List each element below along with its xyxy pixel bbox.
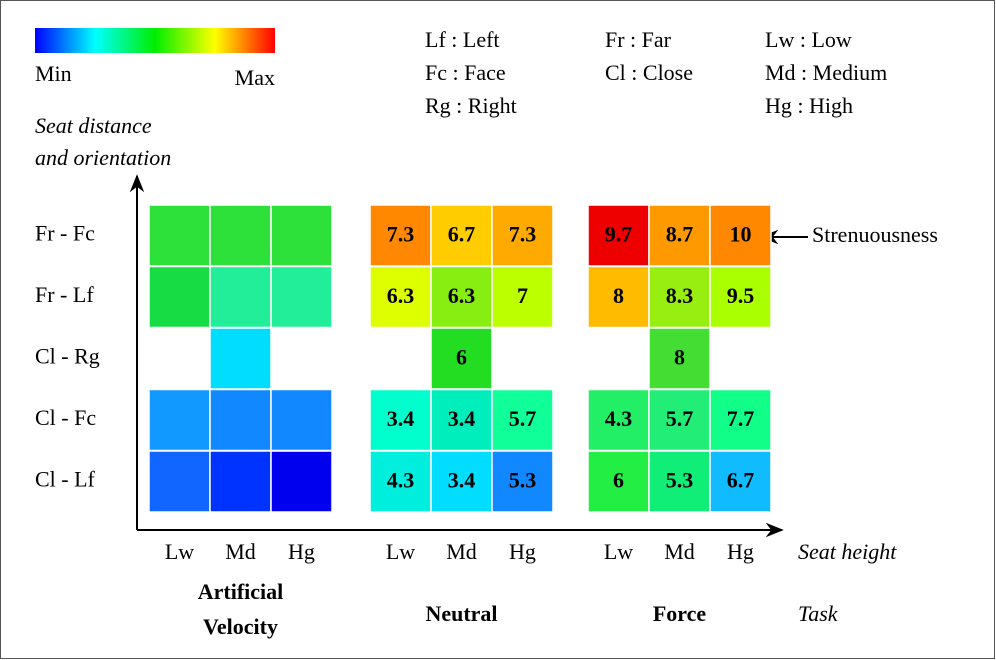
cell <box>209 388 272 452</box>
panel-name: Force <box>653 601 707 626</box>
cell-value: 8.3 <box>666 283 694 308</box>
cell <box>491 450 554 513</box>
column-label: Lw <box>165 539 194 564</box>
panel-name: Neutral <box>425 601 497 626</box>
cell <box>369 450 432 513</box>
annotation: Strenuousness <box>812 222 938 247</box>
cell <box>709 204 772 267</box>
cell-value: 8 <box>613 283 624 308</box>
cell-value: 8 <box>674 345 685 370</box>
cell <box>430 388 493 452</box>
cell <box>369 204 432 267</box>
column-label: Md <box>225 539 256 564</box>
cell <box>709 450 772 513</box>
cell <box>587 388 650 452</box>
cell-value: 7.3 <box>387 222 415 247</box>
cell <box>270 265 333 329</box>
cell-value: 9.7 <box>605 222 633 247</box>
cell-value: 4.3 <box>387 468 415 493</box>
colorbar <box>35 28 275 53</box>
cell-value: 8.7 <box>666 222 694 247</box>
cell <box>491 265 554 329</box>
cell <box>270 204 333 267</box>
row-label: Cl - Rg <box>35 344 100 369</box>
cell-value: 5.7 <box>666 406 694 431</box>
cell <box>709 265 772 329</box>
cell-value: 5.7 <box>509 406 537 431</box>
row-label: Cl - Fc <box>35 405 96 430</box>
column-label: Hg <box>509 539 536 564</box>
cell <box>209 204 272 267</box>
cell-value: 6.3 <box>387 283 415 308</box>
panel-name: Velocity <box>203 614 278 639</box>
cell <box>491 388 554 452</box>
cell-value: 3.4 <box>448 468 476 493</box>
cell-value: 9.5 <box>727 283 755 308</box>
cell <box>148 204 211 267</box>
legend-entry: Lf : Left <box>425 27 500 52</box>
cell <box>209 450 272 513</box>
cell <box>270 450 333 513</box>
cell <box>648 204 711 267</box>
colorbar-max: Max <box>235 65 275 90</box>
cell <box>648 265 711 329</box>
cell-value: 3.4 <box>387 406 415 431</box>
column-label: Lw <box>604 539 633 564</box>
cell <box>369 265 432 329</box>
x-axis-label: Seat height <box>798 539 897 564</box>
cell <box>430 265 493 329</box>
cell <box>148 450 211 513</box>
cell <box>709 388 772 452</box>
cell <box>587 450 650 513</box>
colorbar-min: Min <box>35 61 72 86</box>
cell <box>209 265 272 329</box>
legend-entry: Md : Medium <box>765 60 887 85</box>
column-label: Hg <box>288 539 315 564</box>
panel-name: Artificial <box>198 579 284 604</box>
cell-value: 6.7 <box>448 222 476 247</box>
row-label: Fr - Lf <box>35 282 94 307</box>
cell <box>430 327 493 390</box>
cell-value: 4.3 <box>605 406 633 431</box>
cell-value: 6 <box>613 468 624 493</box>
cell <box>148 388 211 452</box>
legend-entry: Fr : Far <box>605 27 672 52</box>
legend-entry: Fc : Face <box>425 60 506 85</box>
column-label: Md <box>446 539 477 564</box>
cell-value: 6 <box>456 345 467 370</box>
legend-entry: Rg : Right <box>425 93 517 118</box>
task-label: Task <box>798 601 839 626</box>
cell-value: 3.4 <box>448 406 476 431</box>
column-label: Hg <box>727 539 754 564</box>
cell <box>270 388 333 452</box>
y-axis-label: and orientation <box>35 145 171 170</box>
y-axis-label: Seat distance <box>35 113 152 138</box>
cell <box>491 204 554 267</box>
cell <box>209 327 272 390</box>
cell <box>648 327 711 390</box>
cell <box>430 450 493 513</box>
cell-value: 6.7 <box>727 468 755 493</box>
cell <box>648 388 711 452</box>
cell-value: 5.3 <box>666 468 694 493</box>
column-label: Md <box>664 539 695 564</box>
legend-entry: Cl : Close <box>605 60 693 85</box>
cell <box>587 265 650 329</box>
cell-value: 10 <box>730 222 752 247</box>
cell-value: 7.3 <box>509 222 537 247</box>
cell-value: 5.3 <box>509 468 537 493</box>
legend-entry: Hg : High <box>765 93 853 118</box>
cell-value: 7 <box>517 283 528 308</box>
cell-value: 6.3 <box>448 283 476 308</box>
row-label: Fr - Fc <box>35 221 95 246</box>
row-label: Cl - Lf <box>35 467 96 492</box>
column-label: Lw <box>386 539 415 564</box>
cell-value: 7.7 <box>727 406 755 431</box>
legend-entry: Lw : Low <box>765 27 852 52</box>
cell <box>148 265 211 329</box>
